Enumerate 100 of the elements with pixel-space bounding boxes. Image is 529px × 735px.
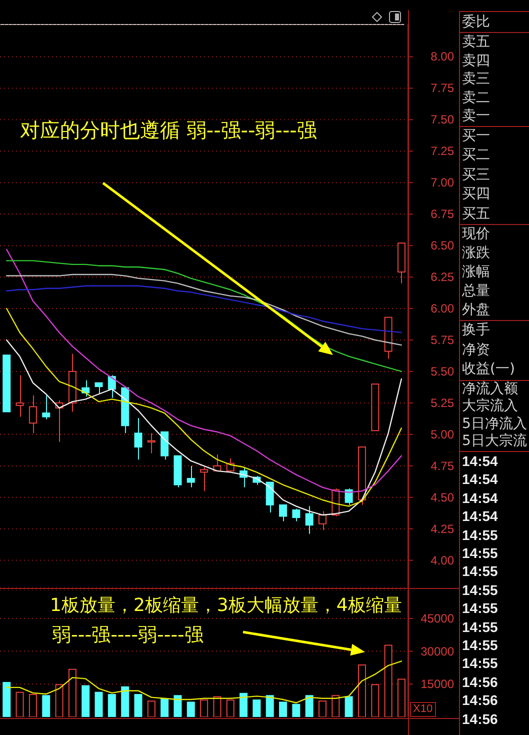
text: 14:55 xyxy=(462,545,498,562)
line-series xyxy=(6,660,402,704)
candlestick xyxy=(134,418,142,460)
text: 卖四 xyxy=(462,52,490,69)
y-tick-label: 4.75 xyxy=(430,458,454,473)
text: 14:56 xyxy=(462,692,498,708)
y-tick-label: 6.00 xyxy=(430,302,454,316)
bar xyxy=(28,694,37,717)
y-tick-label: 30000 xyxy=(420,644,454,658)
candlestick xyxy=(186,465,195,488)
text: 卖三 xyxy=(462,71,490,88)
annotation: 弱---强----弱----强 xyxy=(52,624,204,646)
bar xyxy=(213,696,222,717)
bar xyxy=(42,695,50,717)
candlestick xyxy=(147,432,156,454)
text: 买四 xyxy=(462,186,490,202)
text: 14:56 xyxy=(462,674,498,690)
text: 涨幅 xyxy=(462,264,490,280)
y-tick-label: 4.25 xyxy=(430,522,454,536)
y-tick-label: 15000 xyxy=(420,677,454,692)
y-tick-label: 8.00 xyxy=(430,50,454,64)
annotation: 1板放量，2板缩量，3板大幅放量，4板缩量 xyxy=(50,595,402,616)
bar xyxy=(134,694,142,717)
y-tick-label: 4.50 xyxy=(430,490,454,504)
line-series xyxy=(6,308,402,507)
text: 外盘 xyxy=(462,302,490,318)
bar xyxy=(68,668,76,717)
text: 收益(一) xyxy=(462,361,515,378)
y-tick-label: 7.75 xyxy=(430,81,454,96)
bar xyxy=(108,694,116,717)
text: 14:56 xyxy=(462,710,498,727)
text: 14:54 xyxy=(462,490,498,506)
bar xyxy=(55,684,64,717)
text: 5日大宗流 xyxy=(462,433,527,450)
bar xyxy=(318,700,327,717)
text: 现价 xyxy=(462,226,490,242)
bar xyxy=(279,702,288,717)
bar xyxy=(94,692,103,717)
bar xyxy=(200,699,208,717)
bar xyxy=(292,704,300,717)
candlestick xyxy=(68,353,76,412)
bar xyxy=(2,682,11,717)
bar xyxy=(240,692,248,717)
text: 买五 xyxy=(462,206,490,222)
y-tick-label: 5.75 xyxy=(430,332,454,347)
bar xyxy=(266,695,274,717)
text: 总量 xyxy=(462,282,490,299)
y-tick-label: 6.25 xyxy=(430,270,454,284)
text: 5日净流入 xyxy=(462,416,527,432)
bar xyxy=(332,695,340,717)
y-tick-label: 5.50 xyxy=(430,364,454,378)
text: 涨跌 xyxy=(462,244,490,261)
text: 14:55 xyxy=(462,618,498,635)
bar xyxy=(82,685,90,717)
line-series xyxy=(6,260,402,372)
text: 买一 xyxy=(462,128,490,144)
bar xyxy=(121,686,130,717)
line-series xyxy=(6,285,402,334)
bar xyxy=(371,684,380,717)
y-tick-label: 7.00 xyxy=(430,176,454,190)
text: 卖二 xyxy=(462,90,490,106)
text: 14:55 xyxy=(462,600,498,616)
bar xyxy=(147,700,156,717)
text: 14:55 xyxy=(462,563,498,580)
y-tick-label: 45000 xyxy=(420,611,454,626)
text: 卖五 xyxy=(462,34,490,50)
bar xyxy=(305,695,314,717)
y-tick-label: 4.00 xyxy=(430,553,454,568)
bar xyxy=(186,702,195,717)
text: 卖一 xyxy=(462,108,490,124)
text: 14:55 xyxy=(462,636,498,653)
line-series xyxy=(6,274,402,346)
text: 换手 xyxy=(462,322,490,338)
text: 净资 xyxy=(462,342,490,358)
bar xyxy=(160,698,169,717)
text: 14:55 xyxy=(462,582,498,598)
annotation: 对应的分时也遵循 弱--强--弱---强 xyxy=(20,118,317,142)
text: 14:55 xyxy=(462,526,498,543)
bar xyxy=(344,696,353,717)
bar xyxy=(397,678,406,717)
text: 买二 xyxy=(462,147,490,164)
y-axis-title: X10 xyxy=(413,703,433,715)
text: 14:54 xyxy=(462,471,498,488)
y-tick-label: 7.25 xyxy=(430,144,454,158)
bar xyxy=(226,699,234,717)
y-tick-label: 5.00 xyxy=(430,427,454,442)
text: 买三 xyxy=(462,166,490,183)
candlestick xyxy=(28,394,37,434)
y-tick-label: 7.50 xyxy=(430,112,454,127)
text: 净流入额 xyxy=(462,380,518,397)
text: 14:54 xyxy=(462,508,498,524)
y-tick-label: 5.25 xyxy=(430,396,454,410)
candlestick xyxy=(16,374,24,418)
bar xyxy=(384,644,392,717)
text: 委比 xyxy=(462,14,490,30)
bar xyxy=(358,664,366,717)
text: 大宗流入 xyxy=(462,398,518,414)
text: 14:55 xyxy=(462,655,498,672)
text: 14:54 xyxy=(462,453,498,470)
y-tick-label: 6.75 xyxy=(430,207,454,222)
